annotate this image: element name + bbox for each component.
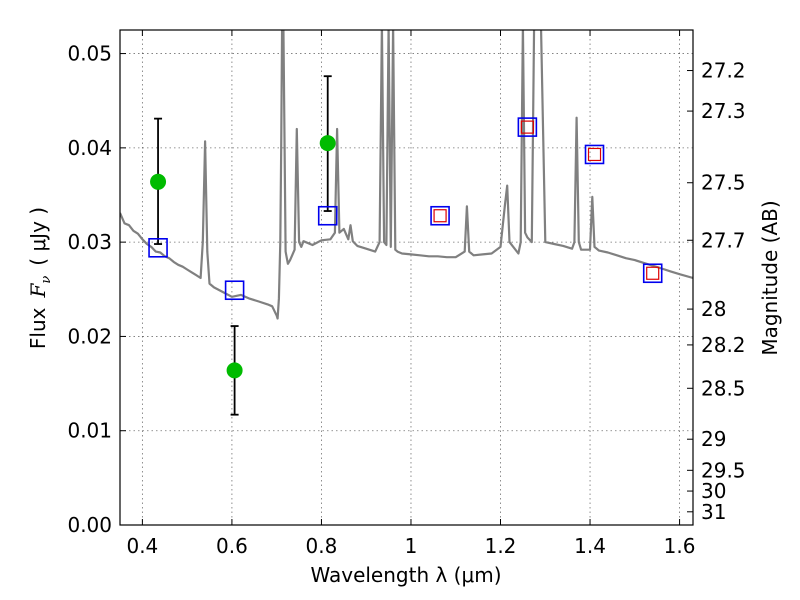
model-photometry-square — [148, 238, 168, 258]
y-tick-label: 0.01 — [67, 419, 112, 443]
y-axis-label-symbol: F — [26, 283, 50, 299]
model-photometry-square — [517, 117, 538, 137]
x-axis-label: Wavelength λ (μm) — [310, 563, 501, 587]
y2-tick-label: 28.2 — [701, 333, 746, 357]
model-photometry-square — [642, 263, 663, 284]
plot-frame — [119, 29, 694, 526]
y-axis-label-unit: ( μJy ) — [26, 207, 50, 266]
gridlines — [120, 30, 693, 525]
x-tick-label: 1.4 — [574, 534, 606, 558]
x-tick-label: 0.8 — [306, 534, 338, 558]
y-tick-label: 0.05 — [67, 42, 112, 66]
y2-tick-label: 27.5 — [701, 171, 746, 195]
x-tick-label: 1.6 — [664, 534, 696, 558]
y2-axis-label: Magnitude (AB) — [758, 200, 782, 355]
y2-tick-label: 31 — [701, 500, 726, 524]
y2-tick-label: 27.3 — [701, 99, 746, 123]
model-photometry-square — [224, 280, 245, 301]
y-axis-ticks: 0.00 0.01 0.02 0.03 0.04 0.05 — [67, 42, 126, 537]
y2-tick-label: 29 — [701, 427, 726, 451]
y-axis-label-prefix: Flux — [26, 307, 50, 349]
y2-tick-label: 27.7 — [701, 228, 746, 252]
y-axis-label: Flux Fν ( μJy ) — [26, 207, 54, 349]
y-tick-label: 0.02 — [67, 324, 112, 348]
plot-data — [120, 30, 693, 416]
x-tick-label: 1.2 — [485, 534, 517, 558]
y2-tick-label: 27.2 — [701, 59, 746, 83]
observed-point — [150, 173, 167, 190]
model-photometry-inner-square — [587, 147, 602, 162]
x-tick-label: 1 — [405, 534, 418, 558]
y-axis-label-subscript: ν — [39, 276, 54, 284]
y-tick-label: 0.04 — [67, 136, 112, 160]
y2-tick-label: 28 — [701, 297, 726, 321]
y-tick-label: 0.03 — [67, 230, 112, 254]
y2-tick-label: 30 — [701, 479, 726, 503]
x-axis-ticks: 0.4 0.6 0.8 1 1.2 1.4 1.6 — [126, 30, 695, 558]
y2-tick-label: 29.5 — [701, 458, 746, 482]
model-photometry-square — [430, 205, 450, 226]
model-photometry-square — [584, 144, 605, 165]
observed-point — [226, 362, 243, 379]
model-photometry-inner-square — [520, 120, 534, 134]
model-photometry-square — [317, 205, 338, 226]
model-photometry-inner-square — [646, 266, 660, 280]
x-tick-label: 0.6 — [216, 534, 248, 558]
model-photometry-inner-square — [433, 209, 447, 223]
observed-point — [319, 135, 336, 152]
y2-tick-label: 28.5 — [701, 376, 746, 400]
y-tick-label: 0.00 — [67, 513, 112, 537]
x-tick-label: 0.4 — [126, 534, 158, 558]
spectrum-line — [120, 30, 693, 320]
